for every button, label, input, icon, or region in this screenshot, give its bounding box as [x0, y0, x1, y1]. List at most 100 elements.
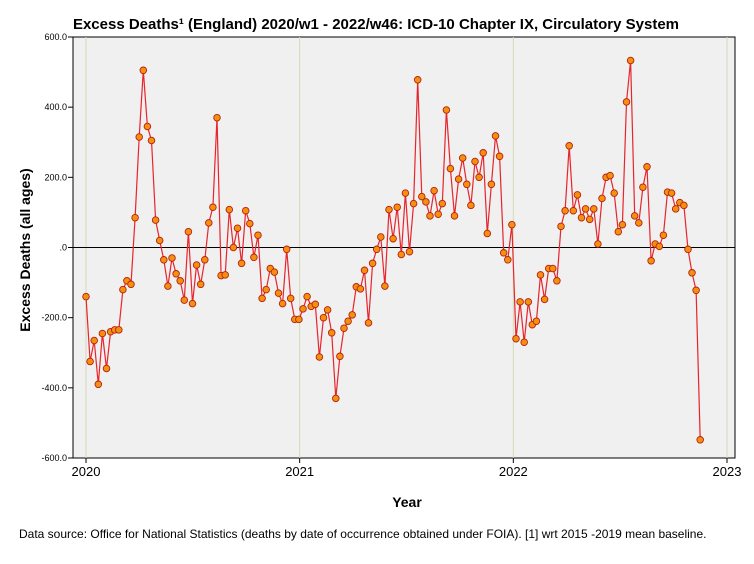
data-point-126 [598, 194, 606, 203]
data-points [82, 56, 704, 444]
data-point-70 [368, 259, 377, 268]
data-point-77 [397, 250, 406, 259]
data-point-17 [151, 216, 160, 224]
data-point-143 [667, 189, 676, 197]
data-point-83 [422, 198, 430, 206]
data-point-50 [286, 294, 295, 303]
data-point-53 [299, 305, 307, 313]
data-point-47 [274, 289, 283, 297]
data-point-92 [458, 154, 467, 162]
data-point-149 [692, 286, 700, 295]
data-point-103 [504, 256, 512, 264]
data-point-28 [196, 280, 205, 289]
data-point-122 [581, 205, 590, 213]
chart-title: Excess Deaths¹ (England) 2020/w1 - 2022/… [73, 16, 679, 33]
data-point-19 [160, 256, 168, 264]
y-axis-label: Excess Deaths (all ages) [17, 168, 33, 331]
data-point-133 [626, 56, 635, 65]
data-point-111 [536, 271, 545, 279]
data-point-48 [278, 299, 287, 308]
data-point-118 [565, 142, 573, 150]
data-point-56 [311, 300, 320, 309]
data-point-39 [241, 206, 250, 215]
y-tick-label: -400.0 [41, 383, 67, 393]
data-point-115 [553, 277, 561, 285]
data-point-88 [442, 106, 451, 114]
data-point-150 [696, 436, 704, 444]
data-point-129 [610, 189, 618, 197]
data-point-99 [487, 180, 496, 189]
data-point-75 [389, 234, 397, 243]
data-point-81 [413, 76, 422, 84]
data-point-120 [573, 191, 582, 199]
data-point-117 [561, 206, 569, 215]
data-point-62 [336, 352, 344, 361]
data-point-73 [381, 282, 389, 290]
data-point-15 [143, 122, 152, 131]
x-axis: 2020 2021 2022 2023 [72, 458, 741, 479]
data-point-0 [82, 292, 90, 301]
data-point-101 [495, 152, 504, 161]
data-point-136 [639, 183, 647, 191]
data-point-121 [577, 213, 586, 222]
data-point-3 [94, 380, 103, 389]
data-point-26 [188, 299, 197, 308]
data-point-64 [344, 317, 352, 325]
data-point-22 [172, 270, 180, 278]
data-point-110 [532, 317, 541, 325]
data-point-60 [327, 329, 336, 337]
data-point-144 [671, 205, 680, 213]
data-point-132 [622, 98, 631, 106]
data-point-148 [688, 269, 696, 277]
y-tick-label: 600.0 [44, 32, 67, 42]
data-point-46 [270, 268, 279, 276]
x-tick-label: 2021 [285, 464, 314, 479]
data-point-102 [499, 249, 508, 257]
data-point-24 [180, 296, 189, 304]
data-point-35 [225, 205, 234, 214]
data-point-25 [184, 227, 193, 236]
data-point-124 [590, 205, 598, 213]
data-point-67 [356, 285, 365, 293]
y-tick-label: -200.0 [41, 313, 67, 323]
data-point-32 [213, 113, 221, 122]
data-point-80 [409, 199, 418, 208]
y-axis: 600.0 400.0 200.0 .0 -200.0 -400.0 -600.0 [41, 32, 73, 463]
data-point-90 [450, 212, 459, 220]
data-point-30 [205, 219, 213, 227]
data-point-104 [508, 220, 516, 229]
y-tick-label: .0 [59, 243, 67, 253]
data-point-58 [319, 313, 328, 322]
data-point-95 [471, 157, 479, 166]
data-point-27 [192, 261, 201, 269]
data-point-114 [549, 264, 557, 273]
data-point-20 [164, 282, 172, 290]
data-point-34 [221, 271, 229, 279]
data-point-98 [483, 229, 492, 238]
data-point-9 [119, 285, 127, 294]
data-point-49 [282, 245, 291, 254]
data-point-57 [315, 353, 324, 361]
x-axis-label: Year [392, 494, 422, 510]
data-point-137 [643, 163, 651, 171]
data-point-16 [147, 136, 156, 145]
data-point-123 [585, 215, 594, 224]
data-point-31 [209, 203, 217, 211]
data-point-128 [606, 171, 614, 180]
data-point-135 [635, 219, 643, 227]
data-point-42 [254, 231, 262, 239]
data-point-106 [516, 298, 524, 306]
data-point-93 [463, 180, 471, 189]
data-point-71 [372, 245, 381, 254]
data-point-23 [176, 277, 184, 285]
data-point-74 [385, 205, 393, 214]
data-point-44 [262, 285, 270, 294]
data-point-40 [246, 219, 254, 228]
data-point-138 [647, 257, 655, 265]
data-point-89 [446, 164, 455, 173]
data-point-43 [258, 294, 266, 303]
y-tick-label: 200.0 [44, 172, 67, 182]
data-point-41 [250, 253, 258, 262]
data-point-140 [655, 242, 664, 251]
